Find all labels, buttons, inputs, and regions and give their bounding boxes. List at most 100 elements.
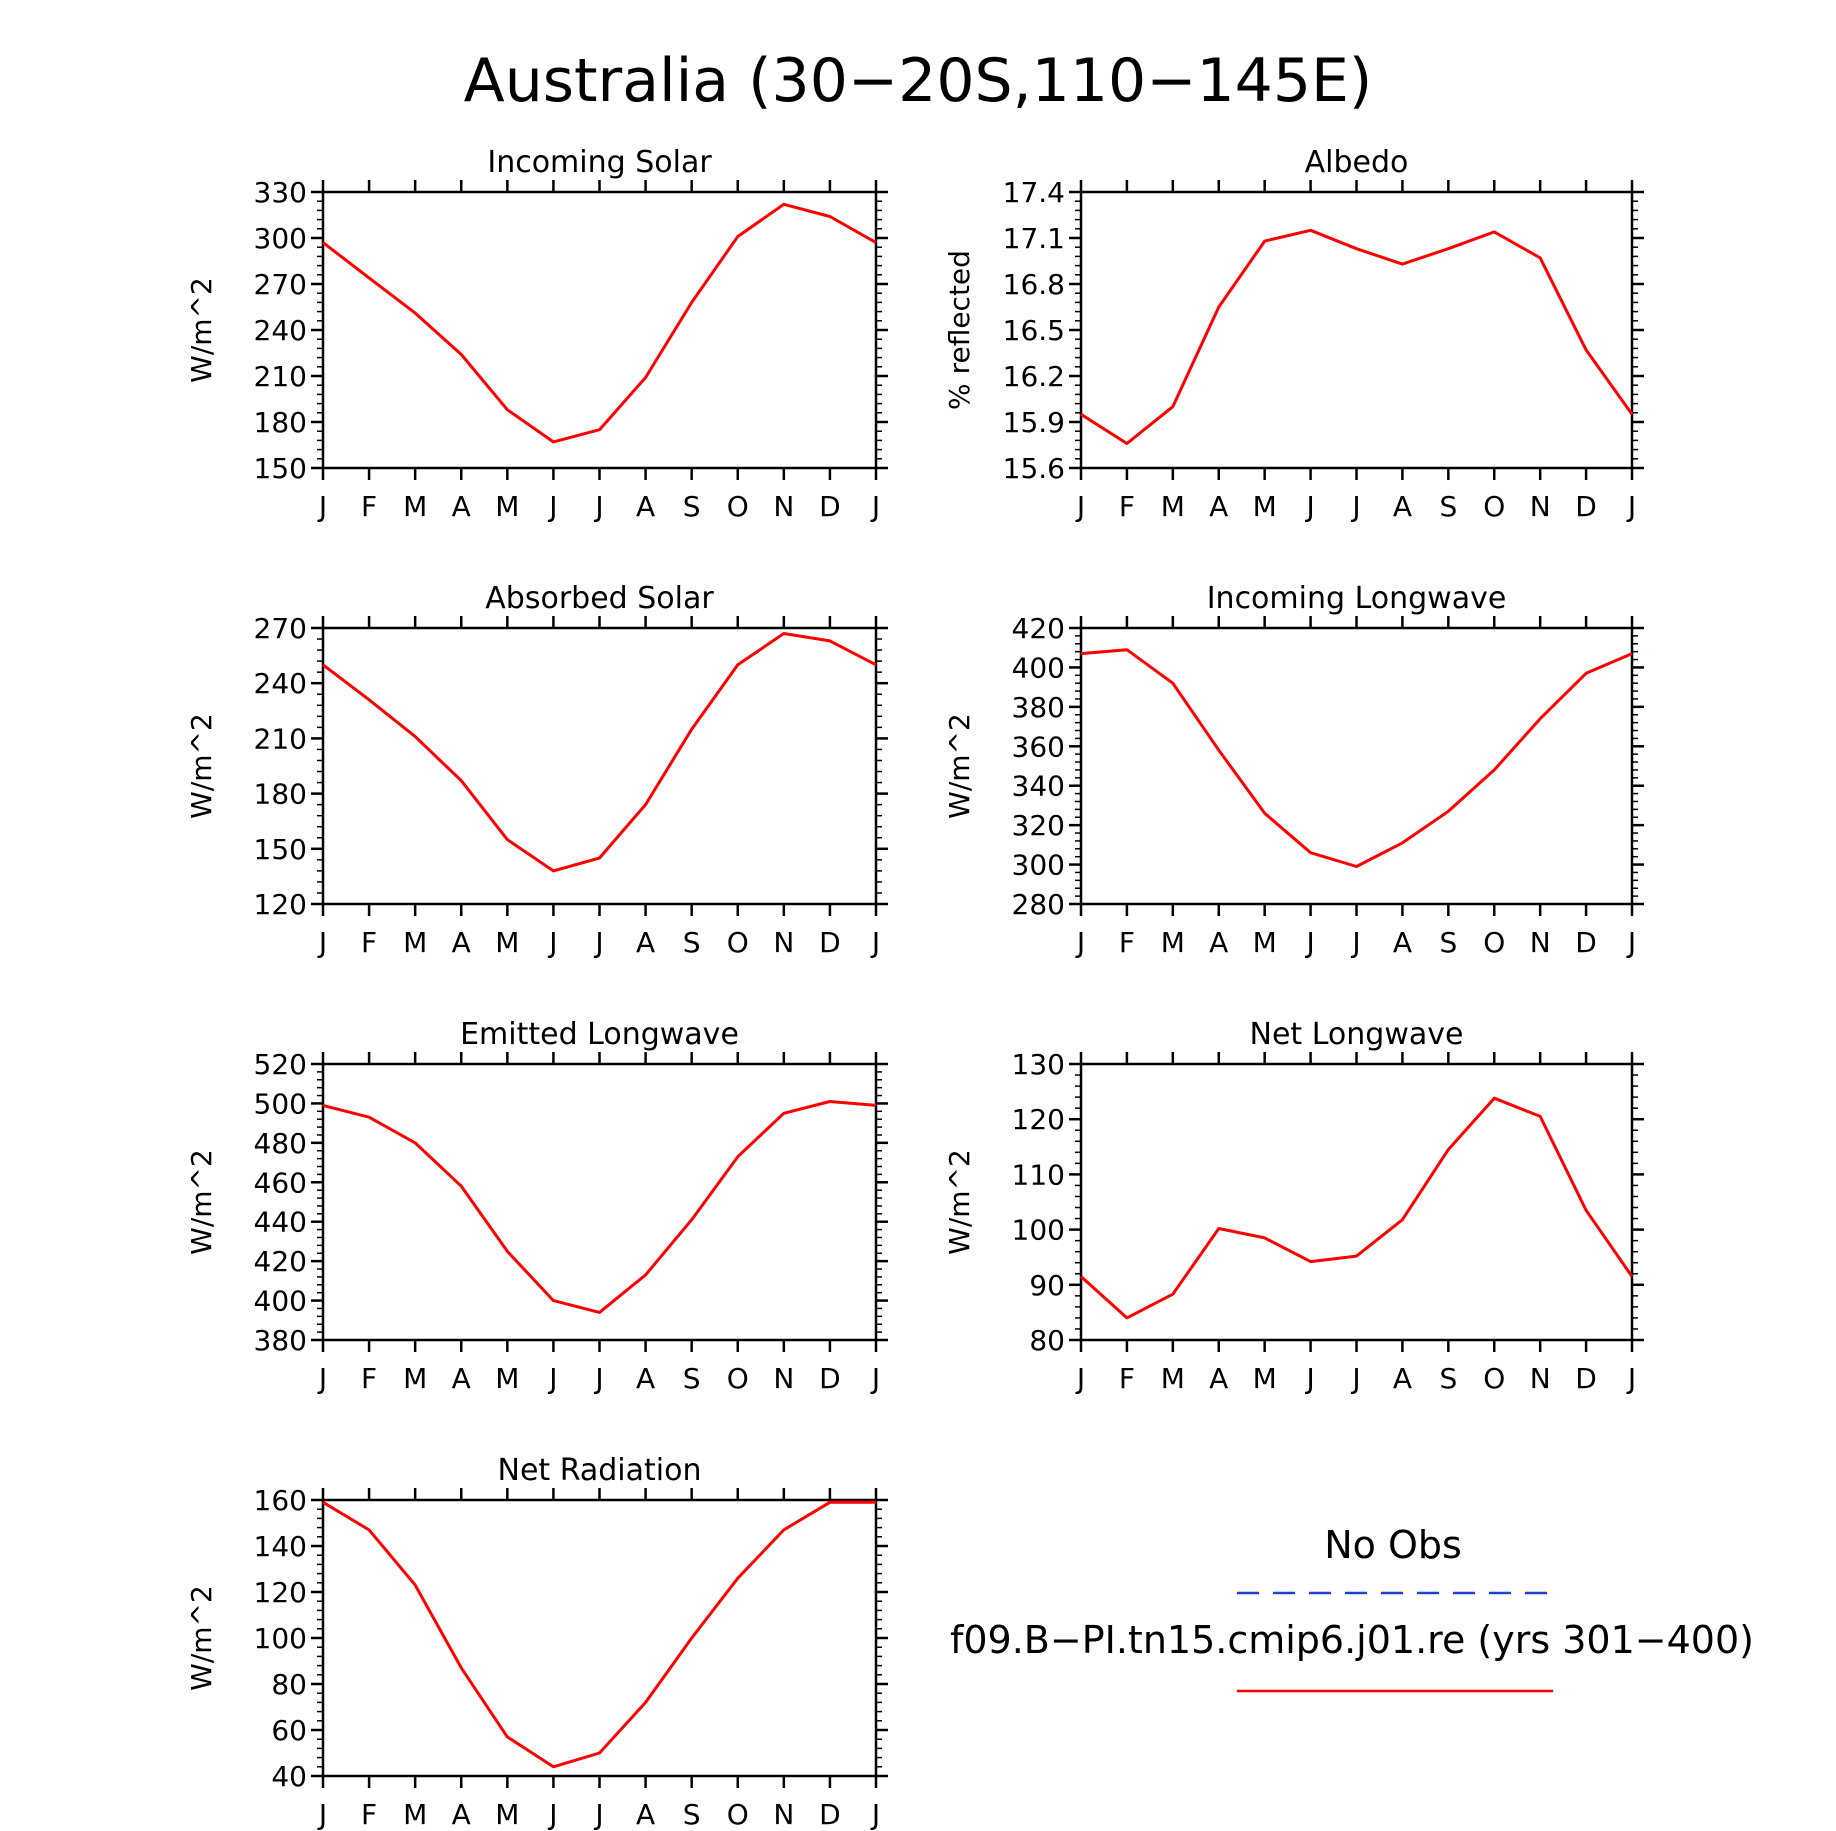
x-tick-label: A — [452, 926, 471, 959]
x-tick-label: M — [1161, 926, 1185, 959]
y-axis-label: W/m^2 — [185, 1585, 218, 1691]
x-tick-label: A — [636, 490, 655, 523]
x-tick-label: M — [403, 1798, 427, 1831]
x-tick-label: A — [636, 1798, 655, 1831]
y-tick-label: 240 — [254, 667, 307, 700]
x-tick-label: D — [819, 490, 841, 523]
panel-title: Net Longwave — [1250, 1017, 1464, 1052]
x-tick-label: J — [1075, 926, 1085, 959]
series-line — [1080, 228, 1634, 445]
x-tick-label: N — [773, 490, 794, 523]
x-tick-label: O — [727, 926, 749, 959]
x-tick-label: A — [1393, 490, 1412, 523]
y-tick-label: 400 — [254, 1285, 307, 1318]
y-tick-label: 420 — [254, 1245, 307, 1278]
x-tick-label: S — [683, 1798, 701, 1831]
x-tick-label: D — [1575, 490, 1597, 523]
y-axis-label: W/m^2 — [185, 277, 218, 383]
panel-title: Incoming Solar — [487, 145, 712, 180]
series-line — [322, 632, 877, 873]
x-tick-label: J — [870, 926, 880, 959]
y-axis-label: W/m^2 — [185, 713, 218, 819]
y-tick-label: 120 — [254, 1576, 307, 1609]
x-tick-label: S — [683, 490, 701, 523]
x-tick-label: J — [593, 1362, 603, 1395]
x-tick-label: M — [495, 1362, 519, 1395]
x-tick-label: F — [361, 1798, 377, 1831]
x-tick-label: J — [317, 1798, 327, 1831]
x-tick-label: J — [547, 1362, 557, 1395]
x-tick-label: J — [1304, 1362, 1314, 1395]
y-tick-label: 420 — [1012, 612, 1065, 645]
plot-frame — [321, 190, 878, 470]
x-tick-label: A — [452, 1362, 471, 1395]
panel-title: Net Radiation — [498, 1453, 702, 1488]
y-tick-label: 90 — [1029, 1269, 1065, 1302]
y-tick-label: 180 — [254, 778, 307, 811]
x-tick-label: N — [773, 1798, 794, 1831]
y-tick-label: 80 — [271, 1668, 307, 1701]
panel-title: Emitted Longwave — [460, 1017, 739, 1052]
plot-frame — [1079, 190, 1634, 470]
x-tick-label: J — [547, 926, 557, 959]
panel-4: J F M A M J J A S O N D J280300320340360380400420Inc… — [943, 581, 1644, 959]
x-tick-label: F — [1119, 1362, 1135, 1395]
x-tick-label: O — [1483, 926, 1505, 959]
y-tick-label: 330 — [254, 176, 307, 209]
x-tick-label: D — [1575, 1362, 1597, 1395]
y-tick-label: 320 — [1012, 809, 1065, 842]
x-tick-label: J — [1075, 1362, 1085, 1395]
x-tick-label: J — [547, 490, 557, 523]
y-tick-label: 300 — [1012, 849, 1065, 882]
x-tick-label: O — [727, 1798, 749, 1831]
x-tick-label: M — [1253, 926, 1277, 959]
series-line — [322, 1500, 876, 1769]
x-tick-label: J — [1304, 490, 1314, 523]
x-tick-label: M — [403, 926, 427, 959]
panel-5: J F M A M J J A S O N D J380400420440460480500520Emi… — [185, 1017, 888, 1395]
x-tick-label: J — [1626, 926, 1636, 959]
y-tick-label: 80 — [1029, 1324, 1065, 1357]
legend: No Obs f09.B−PI.tn15.cmip6.j01.re (yrs 3… — [950, 1523, 1754, 1693]
plot-frame — [321, 626, 878, 906]
x-tick-label: M — [495, 490, 519, 523]
x-tick-label: A — [1209, 490, 1228, 523]
series-line — [1079, 1096, 1634, 1320]
x-tick-label: A — [636, 926, 655, 959]
x-tick-label: N — [1530, 1362, 1551, 1395]
y-tick-label: 40 — [271, 1760, 307, 1793]
plot-frame — [321, 1062, 878, 1342]
x-tick-label: F — [361, 926, 377, 959]
y-tick-label: 180 — [254, 406, 307, 439]
x-tick-label: F — [1119, 490, 1135, 523]
panel-2: J F M A M J J A S O N D J15.615.916.216.516.817.117.… — [943, 145, 1644, 523]
y-tick-label: 400 — [1012, 651, 1065, 684]
y-axis-label: W/m^2 — [943, 1149, 976, 1255]
x-tick-label: M — [403, 490, 427, 523]
series-line — [322, 202, 877, 444]
y-tick-label: 340 — [1012, 770, 1065, 803]
x-tick-label: J — [317, 1362, 327, 1395]
x-tick-label: M — [495, 1798, 519, 1831]
y-axis-label: W/m^2 — [943, 713, 976, 819]
x-tick-label: J — [593, 1798, 603, 1831]
x-tick-label: J — [317, 926, 327, 959]
y-tick-label: 270 — [254, 268, 307, 301]
y-tick-label: 130 — [1012, 1048, 1065, 1081]
panel-title: Incoming Longwave — [1207, 581, 1507, 616]
x-tick-label: J — [1350, 1362, 1360, 1395]
y-tick-label: 520 — [254, 1048, 307, 1081]
y-tick-label: 60 — [271, 1714, 307, 1747]
y-tick-label: 120 — [254, 888, 307, 921]
x-tick-label: S — [1439, 926, 1457, 959]
x-tick-label: O — [727, 490, 749, 523]
x-tick-label: O — [1483, 490, 1505, 523]
y-axis-label: % reflected — [943, 250, 976, 410]
x-tick-label: A — [1209, 1362, 1228, 1395]
panel-title: Albedo — [1305, 145, 1409, 180]
plot-frame — [321, 1498, 878, 1778]
x-tick-label: S — [683, 926, 701, 959]
x-tick-label: M — [1253, 490, 1277, 523]
panel-1: J F M A M J J A S O N D J150180210240270300330Incomi… — [185, 145, 888, 523]
